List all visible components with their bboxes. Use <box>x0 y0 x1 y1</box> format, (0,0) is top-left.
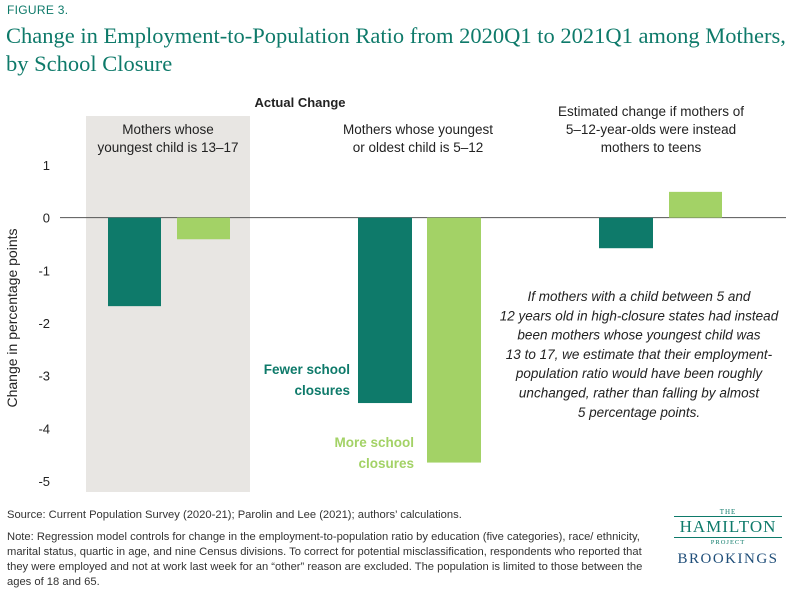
series-label: closures <box>358 456 414 471</box>
annotation-line: been mothers whose youngest child was <box>517 328 760 343</box>
group-label: or oldest child is 5–12 <box>353 140 484 155</box>
y-axis-ticks: 1 0 -1 -2 -3 -4 -5 <box>38 158 50 489</box>
annotation-line: If mothers with a child between 5 and <box>528 289 751 304</box>
logo-project: PROJECT <box>710 539 746 546</box>
bar <box>358 217 412 404</box>
group-label: mothers to teens <box>601 140 702 155</box>
y-tick-label: 0 <box>43 211 50 226</box>
bar <box>427 217 481 463</box>
y-tick-label: -1 <box>38 263 50 278</box>
series-label: More school <box>334 435 414 450</box>
bar <box>599 217 653 249</box>
y-tick-label: 1 <box>43 158 50 173</box>
y-tick-label: -5 <box>38 474 50 489</box>
y-tick-label: -3 <box>38 369 50 384</box>
figure-label: FIGURE 3. <box>7 3 69 17</box>
bar <box>108 217 161 307</box>
bars <box>108 191 722 463</box>
group-labels: Mothers whose youngest child is 13–17 Moth… <box>97 104 744 155</box>
annotation-line: 13 to 17, we estimate that their employm… <box>506 347 773 362</box>
logo-hamilton: HAMILTON <box>674 516 782 538</box>
section-header: Actual Change <box>254 95 345 110</box>
bar <box>669 191 722 218</box>
annotation-line: population ratio would have been roughly <box>515 366 763 381</box>
y-axis-label: Change in percentage points <box>4 228 20 407</box>
y-tick-label: -4 <box>38 421 50 436</box>
logo-the: THE <box>719 508 737 516</box>
series-labels: Fewer school closures More school closures <box>264 362 414 471</box>
logo-brookings: BROOKINGS <box>677 551 779 567</box>
group-label: 5–12-year-olds were instead <box>566 122 736 137</box>
source-text: Source: Current Population Survey (2020-… <box>7 509 462 521</box>
note-text: Note: Regression model controls for chan… <box>7 531 643 588</box>
annotation-line: 12 years old in high-closure states had … <box>500 308 779 323</box>
series-label: closures <box>294 383 350 398</box>
chart-title: Change in Employment-to-Population Ratio… <box>6 23 786 76</box>
annotation-line: 5 percentage points. <box>578 405 700 420</box>
series-label: Fewer school <box>264 362 350 377</box>
annotation-line: unchanged, rather than falling by almost <box>519 386 760 401</box>
bar-chart: 1 0 -1 -2 -3 -4 -5 Mothers whose youngest child… <box>4 95 786 492</box>
hamilton-brookings-logo: THE HAMILTON PROJECT BROOKINGS <box>668 508 788 578</box>
group-label: Mothers whose youngest <box>343 122 493 137</box>
group-label: youngest child is 13–17 <box>97 140 238 155</box>
annotation-text: If mothers with a child between 5 and 12 … <box>500 289 779 420</box>
group-label: Estimated change if mothers of <box>558 104 744 119</box>
y-tick-label: -2 <box>38 316 50 331</box>
group-label: Mothers whose <box>122 122 214 137</box>
bar <box>177 217 230 240</box>
